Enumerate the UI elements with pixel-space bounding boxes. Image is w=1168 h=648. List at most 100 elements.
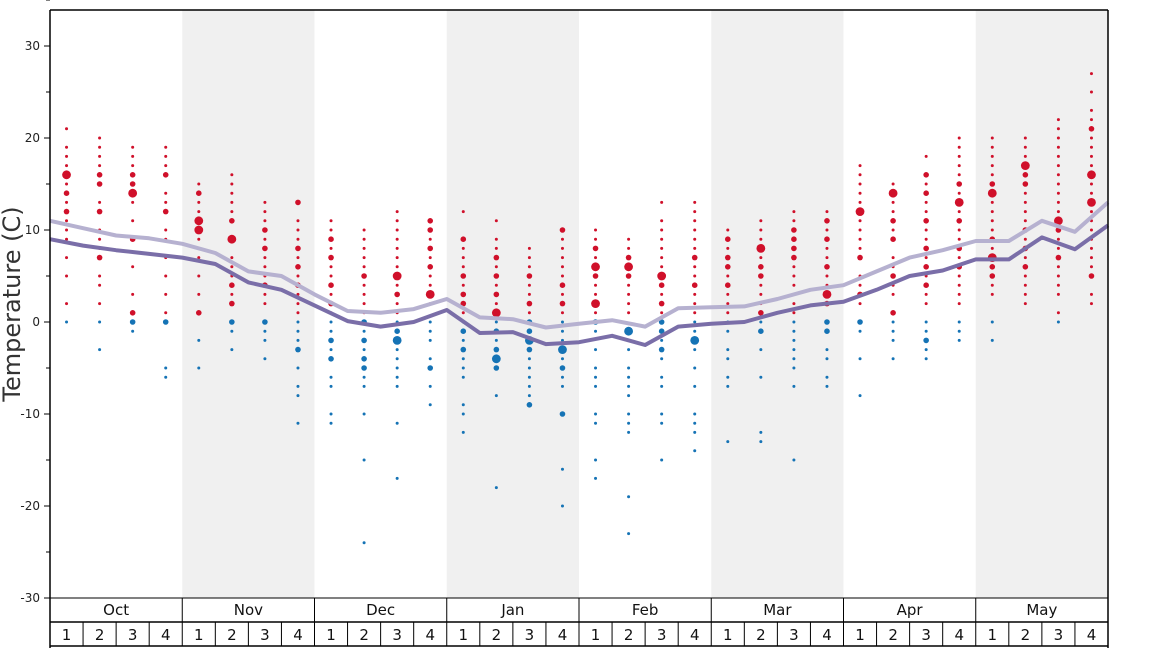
temperature-dot — [65, 256, 69, 260]
temperature-dot — [726, 440, 730, 444]
temperature-dot — [724, 254, 731, 261]
temperature-dot — [96, 254, 103, 261]
average-lines — [49, 200, 1110, 347]
temperature-dot — [494, 486, 498, 490]
temperature-dot — [891, 338, 895, 342]
temperature-dot — [627, 384, 631, 388]
temperature-dot — [560, 311, 564, 315]
temperature-dot — [329, 412, 333, 416]
temperature-dot — [693, 421, 697, 425]
temperature-dot — [131, 200, 135, 204]
temperature-dot — [527, 256, 531, 260]
week-label: 4 — [690, 626, 700, 644]
temperature-dot — [594, 329, 598, 333]
temperature-dot — [296, 338, 300, 342]
temperature-dot — [164, 191, 168, 195]
week-label: 2 — [888, 626, 898, 644]
temperature-dot — [592, 245, 599, 252]
y-axis-label: Temperature (C) — [0, 206, 26, 402]
temperature-dot — [924, 210, 928, 214]
temperature-dot — [428, 283, 432, 287]
temperature-dot — [824, 264, 830, 270]
month-label-feb: Feb — [632, 601, 659, 619]
temperature-dot — [624, 326, 633, 336]
temperature-dot — [329, 384, 333, 388]
temperature-dot — [923, 264, 929, 270]
temperature-dot — [858, 182, 862, 186]
temperature-dot — [660, 265, 664, 269]
week-label: 1 — [855, 626, 865, 644]
temperature-dot — [660, 421, 664, 425]
temperature-dot — [164, 292, 168, 296]
temperature-dot — [131, 265, 135, 269]
temperature-dot — [923, 245, 929, 252]
temperature-dot — [230, 191, 234, 195]
week-label: 3 — [392, 626, 402, 644]
temperature-dot — [362, 228, 366, 232]
shade-nov — [182, 10, 315, 598]
temperature-dot — [362, 412, 366, 416]
temperature-dot — [691, 282, 698, 289]
temperature-dot — [857, 319, 863, 325]
temperature-dot — [791, 227, 797, 233]
temperature-dot — [957, 292, 961, 296]
temperature-dot — [65, 182, 69, 186]
temperature-dot — [194, 216, 204, 226]
month-shading — [182, 10, 1108, 598]
temperature-dot — [594, 228, 598, 232]
temperature-dot — [924, 228, 928, 232]
temperature-dot — [197, 182, 201, 186]
temperature-dot — [1089, 265, 1093, 269]
temperature-dot — [395, 265, 399, 269]
week-label: 3 — [921, 626, 931, 644]
temperature-dot — [229, 218, 235, 224]
temperature-dot — [329, 219, 333, 223]
temperature-dot — [627, 302, 631, 306]
temperature-dot — [559, 227, 566, 233]
temperature-dot — [759, 440, 763, 444]
temperature-dot — [395, 228, 399, 232]
temperature-dot — [989, 181, 996, 187]
temperature-dot — [660, 292, 664, 296]
temperature-dot — [395, 256, 399, 260]
temperature-dot — [329, 329, 333, 333]
temperature-dot — [1056, 182, 1060, 186]
y-tick-label: -10 — [20, 407, 40, 421]
temperature-dot — [131, 219, 135, 223]
week-label: 1 — [326, 626, 336, 644]
temperature-dot — [1056, 246, 1060, 250]
temperature-dot — [526, 346, 533, 353]
temperature-dot — [693, 449, 697, 453]
temperature-dot — [990, 338, 994, 342]
temperature-dot — [296, 394, 300, 398]
temperature-dot — [362, 348, 366, 352]
temperature-dot — [824, 319, 830, 325]
month-label-oct: Oct — [103, 601, 129, 619]
temperature-dot — [263, 210, 267, 214]
y-tick-label: -30 — [20, 591, 40, 605]
temperature-dot — [328, 236, 334, 242]
temperature-dot — [262, 319, 268, 325]
temperature-dot — [660, 200, 664, 204]
temperature-dot — [328, 337, 334, 344]
week-label: 2 — [492, 626, 502, 644]
temperature-dot — [296, 302, 300, 306]
temperature-dot — [131, 164, 135, 168]
temperature-dot — [461, 311, 465, 315]
temperature-dot — [957, 274, 961, 278]
week-label: 4 — [954, 626, 964, 644]
temperature-dot — [129, 181, 136, 187]
temperature-dot — [65, 200, 69, 204]
temperature-dot — [63, 208, 70, 215]
temperature-dot — [560, 467, 564, 471]
temperature-dot — [825, 246, 829, 250]
temperature-dot — [527, 246, 531, 250]
temperature-dot — [627, 348, 631, 352]
temperature-dot — [263, 292, 267, 296]
temperature-dot — [394, 328, 400, 335]
temperature-dot — [759, 219, 763, 223]
line-high-line — [49, 200, 1110, 330]
temperature-dot — [957, 338, 961, 342]
temperature-dot — [164, 311, 168, 315]
temperature-dot — [197, 210, 201, 214]
